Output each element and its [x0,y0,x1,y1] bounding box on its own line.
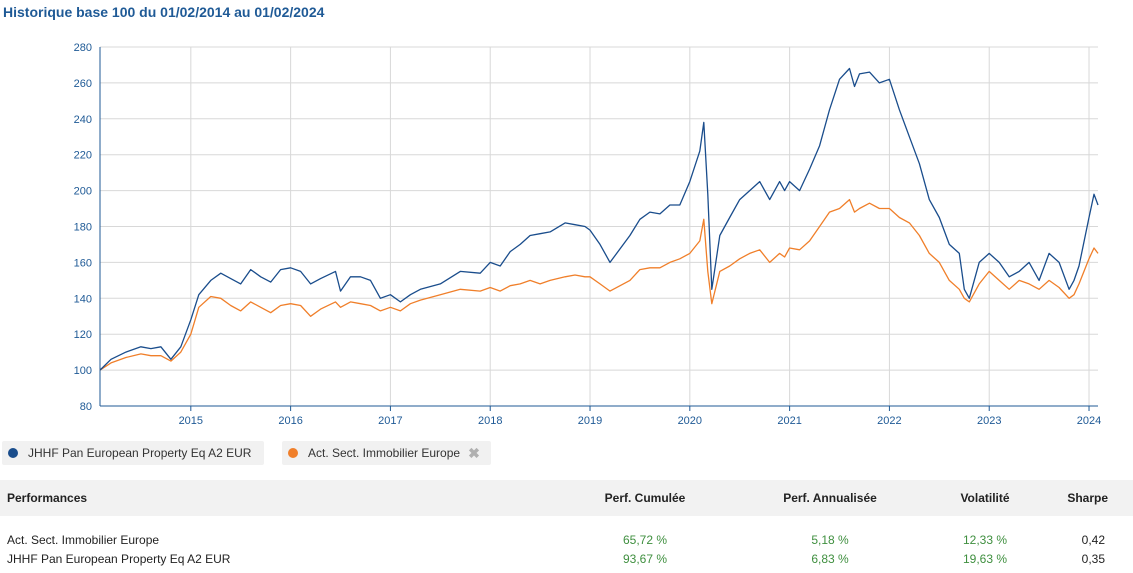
chart-title: Historique base 100 du 01/02/2014 au 01/… [3,4,325,20]
x-tick-label: 2018 [478,415,502,427]
perf-annualisee-value: 5,18 % [811,532,849,547]
legend-label: JHHF Pan European Property Eq A2 EUR [28,446,252,460]
perf-cumulee-value: 65,72 % [622,532,668,547]
x-tick-label: 2017 [378,415,402,427]
x-tick-label: 2016 [278,415,302,427]
y-tick-label: 80 [80,401,92,413]
legend-marker [288,448,298,458]
chart-grid [100,46,1098,407]
y-tick-label: 160 [74,257,92,269]
series-line-immobilier [99,198,1099,371]
perf-annualisee-value: 6,83 % [811,551,849,566]
y-tick-label: 220 [74,150,92,162]
col-header-perf-annualisee: Perf. Annualisée [730,480,930,516]
volatilite-value: 12,33 % [962,532,1008,547]
chart-axes: 80 100 120 140 160 180 200 220 240 260 280 2015 2016… [74,42,1102,427]
x-tick-label: 2022 [877,415,901,427]
table-header-row: Performances Perf. Cumulée Perf. Annuali… [0,480,1133,516]
volatilite-value: 19,63 % [962,551,1008,566]
col-header-perf-cumulee: Perf. Cumulée [560,480,730,516]
chart-series [99,67,1099,371]
fund-name: JHHF Pan European Property Eq A2 EUR [7,551,231,566]
legend-item-immobilier[interactable]: Act. Sect. Immobilier Europe ✖ [282,441,491,465]
y-tick-label: 200 [74,186,92,198]
line-chart: 80 100 120 140 160 180 200 220 240 260 280 2015 2016… [74,42,1102,427]
legend-item-jhhf[interactable]: JHHF Pan European Property Eq A2 EUR [2,441,264,465]
performance-table: Performances Perf. Cumulée Perf. Annuali… [0,480,1133,568]
series-line-jhhf [99,67,1099,371]
col-header-volatilite: Volatilité [930,480,1040,516]
y-tick-label: 180 [74,222,92,234]
perf-cumulee-value: 93,67 % [622,551,668,566]
y-tick-label: 280 [74,42,92,54]
x-tick-label: 2015 [179,415,203,427]
sharpe-value: 0,35 [1081,551,1105,566]
y-tick-label: 100 [74,365,92,377]
y-tick-label: 120 [74,329,92,341]
legend-marker [8,448,18,458]
y-tick-label: 260 [74,78,92,90]
col-header-performances: Performances [0,480,560,516]
x-tick-label: 2021 [777,415,801,427]
legend-label: Act. Sect. Immobilier Europe [308,446,461,460]
col-header-sharpe: Sharpe [1040,480,1133,516]
x-tick-label: 2023 [977,415,1001,427]
sharpe-value: 0,42 [1081,532,1105,547]
table-row: Act. Sect. Immobilier Europe 65,72 % 5,1… [0,530,1133,549]
fund-name: Act. Sect. Immobilier Europe [7,532,160,547]
y-tick-label: 240 [74,114,92,126]
x-tick-label: 2020 [678,415,702,427]
y-tick-label: 140 [74,293,92,305]
table-row: JHHF Pan European Property Eq A2 EUR 93,… [0,549,1133,568]
x-tick-label: 2019 [578,415,602,427]
close-icon[interactable]: ✖ [468,444,480,461]
x-tick-label: 2024 [1077,415,1101,427]
